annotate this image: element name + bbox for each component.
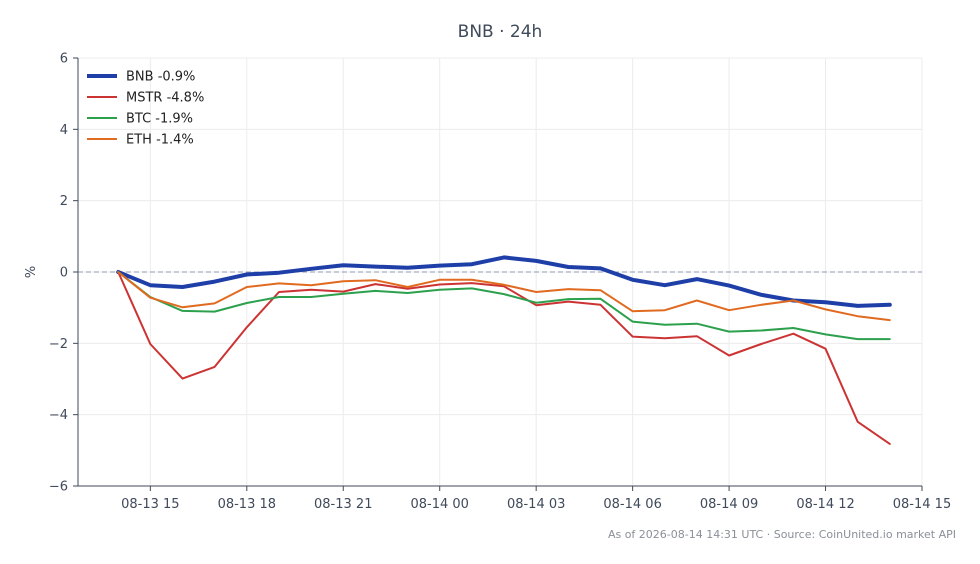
x-tick-label: 08-14 03 [507, 497, 565, 512]
footer-source: As of 2026-08-14 14:31 UTC · Source: Coi… [608, 528, 956, 541]
y-tick-label: −4 [49, 408, 68, 423]
y-tick-label: 6 [60, 52, 68, 67]
legend-label: BNB -0.9% [126, 70, 195, 85]
legend-label: MSTR -4.8% [126, 91, 204, 106]
y-tick-label: −6 [49, 480, 68, 495]
series-line [117, 271, 891, 445]
x-tick-label: 08-14 06 [603, 497, 661, 512]
grid [78, 57, 923, 487]
x-tick-label: 08-13 15 [121, 497, 179, 512]
x-tick-label: 08-14 12 [796, 497, 854, 512]
legend-label: ETH -1.4% [126, 133, 194, 148]
x-tick-label: 08-14 15 [893, 497, 951, 512]
y-tick-label: 2 [60, 194, 68, 209]
series-line [117, 271, 891, 322]
y-axis-label: % [24, 266, 39, 278]
series-line [117, 271, 891, 341]
y-tick-label: 4 [60, 123, 68, 138]
x-tick-label: 08-13 21 [314, 497, 372, 512]
legend: BNB -0.9% MSTR -4.8% BTC -1.9% ETH -1.4% [87, 70, 204, 148]
series-lines [116, 255, 892, 445]
series-line [116, 255, 892, 308]
x-tick-label: 08-14 09 [700, 497, 758, 512]
y-tick-label: 0 [60, 266, 68, 281]
legend-label: BTC -1.9% [126, 112, 193, 127]
y-tick-label: −2 [49, 337, 68, 352]
axes: −6 −4 −2 0 2 4 6 08-13 15 08-13 18 08-13 21 08-14 … [49, 52, 951, 513]
x-tick-label: 08-14 00 [410, 497, 468, 512]
chart-title: BNB · 24h [458, 22, 543, 42]
x-tick-label: 08-13 18 [218, 497, 276, 512]
